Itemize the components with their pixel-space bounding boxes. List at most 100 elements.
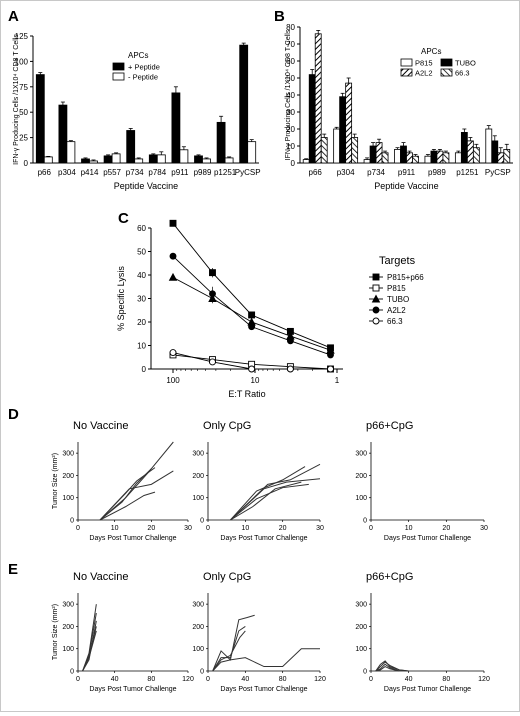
y-tick-label: 200 (355, 473, 367, 480)
x-tick-label: 30 (480, 525, 488, 532)
subplot-title: p66+CpG (366, 571, 413, 583)
data-point-circle (209, 358, 216, 366)
y-tick-label: 10 (286, 142, 295, 151)
y-axis-title: IFN-γ Producing Cells /1X10⁴ CD8 T Cells (285, 29, 292, 160)
legend-label: TUBO (455, 59, 476, 68)
x-tick-label: p784 (148, 168, 166, 177)
data-point-circle (286, 365, 294, 373)
x-tick-label: p66 (38, 168, 52, 177)
y-tick-label: 10 (137, 342, 146, 351)
subplot-1: No Vaccine 0 100 200 300 0 40 80 120 Days Post Tu… (52, 571, 194, 693)
y-tick-label: 125 (15, 32, 29, 41)
x-tick-label: 80 (442, 676, 450, 683)
y-tick-label: 30 (137, 295, 146, 304)
data-point-circle (209, 290, 216, 298)
x-tick-label: 30 (316, 525, 324, 532)
bar (320, 137, 328, 164)
subplot-title: No Vaccine (73, 571, 128, 583)
data-point-square (372, 273, 380, 281)
y-tick-label: 20 (286, 125, 295, 134)
x-tick-label: 20 (279, 525, 287, 532)
legend-label: TUBO (387, 295, 409, 304)
bar (394, 148, 401, 164)
x-tick-label: PyCSP (485, 168, 511, 177)
y-tick-label: 300 (62, 602, 74, 609)
panel-letter-b: B (274, 8, 285, 25)
y-tick-label: 100 (62, 495, 74, 502)
tumor-growth-line (375, 661, 409, 672)
tumor-growth-line (212, 626, 246, 672)
bar (339, 96, 347, 164)
tumor-growth-line (99, 467, 156, 521)
subplot-title: No Vaccine (73, 420, 128, 432)
x-axis-title: Peptide Vaccine (114, 181, 178, 191)
y-tick-label: 0 (70, 669, 74, 676)
x-tick-label: 10 (111, 525, 119, 532)
tumor-growth-line (375, 665, 400, 672)
y-tick-label: 0 (200, 518, 204, 525)
legend-label: P815+p66 (387, 273, 424, 282)
tumor-growth-line (230, 481, 302, 521)
legend-label: P815 (415, 59, 433, 68)
legend-label: + Peptide (128, 63, 160, 72)
bar (466, 140, 474, 164)
bar (239, 44, 249, 164)
subplot-title: Only CpG (203, 571, 251, 583)
bar (43, 156, 53, 164)
subplot-2: Only CpG 0 100 200 300 0 40 80 120 Days Post Tumo… (192, 571, 326, 693)
y-tick-label: 60 (286, 57, 295, 66)
legend-swatch (440, 58, 453, 67)
bar (81, 158, 90, 164)
y-tick-label: 0 (142, 365, 147, 374)
x-tick-label: p734 (367, 168, 385, 177)
y-tick-label: 40 (286, 91, 295, 100)
y-tick-label: 30 (286, 108, 295, 117)
x-tick-label: p1251 (214, 168, 237, 177)
x-tick-label: 10 (241, 525, 249, 532)
bar (103, 155, 113, 164)
y-tick-label: 25 (19, 134, 28, 143)
x-tick-label: 0 (369, 676, 373, 683)
bar (485, 128, 493, 164)
x-axis-title: E:T Ratio (228, 389, 265, 399)
legend-swatch (440, 68, 453, 77)
panel-b-bar-chart: 0 10 20 30 40 50 60 70 80 p66 p304 p734 p911 p989 p125… (285, 23, 513, 191)
y-tick-label: 300 (192, 602, 204, 609)
bar (351, 137, 359, 164)
y-tick-label: 100 (15, 57, 29, 66)
y-axis-title: Tumor Size (mm²) (52, 604, 59, 660)
y-axis-title: IFN-γ Producing Cells /1X10⁴ CD8 T Cells (13, 34, 20, 165)
bar (171, 92, 181, 164)
x-tick-label: 0 (206, 676, 210, 683)
subplot-title: p66+CpG (366, 420, 413, 432)
legend-label: A2L2 (387, 306, 406, 315)
x-axis-title: Days Post Tumor Challenge (384, 686, 471, 693)
bar (503, 148, 511, 164)
bar (126, 130, 136, 164)
y-tick-label: 50 (19, 108, 28, 117)
legend-label: A2L2 (415, 69, 433, 78)
x-tick-label: 40 (405, 676, 413, 683)
subplot-3: p66+CpG 0 100 200 300 0 10 20 30 Days Post Tumor … (355, 420, 488, 542)
y-tick-label: 100 (62, 646, 74, 653)
tumor-growth-line (230, 483, 309, 521)
tumor-growth-line (82, 620, 97, 672)
subplot-1: No Vaccine 0 100 200 300 0 10 20 30 Days Post Tum… (52, 420, 192, 542)
tumor-growth-line (99, 468, 152, 521)
data-point-square (169, 219, 177, 227)
x-axis-title: Days Post Tumor Challenge (220, 686, 307, 693)
y-tick-label: 75 (19, 83, 28, 92)
bar (302, 159, 310, 164)
tumor-growth-line (212, 648, 320, 672)
x-tick-label: 1 (335, 376, 340, 385)
tumor-growth-line (99, 470, 174, 521)
y-tick-label: 200 (355, 624, 367, 631)
y-tick-label: 100 (355, 495, 367, 502)
y-tick-label: 0 (70, 518, 74, 525)
x-tick-label: 30 (184, 525, 192, 532)
data-point-circle (327, 351, 334, 359)
y-tick-label: 200 (192, 473, 204, 480)
data-point-square (209, 269, 216, 277)
y-tick-label: 0 (200, 669, 204, 676)
